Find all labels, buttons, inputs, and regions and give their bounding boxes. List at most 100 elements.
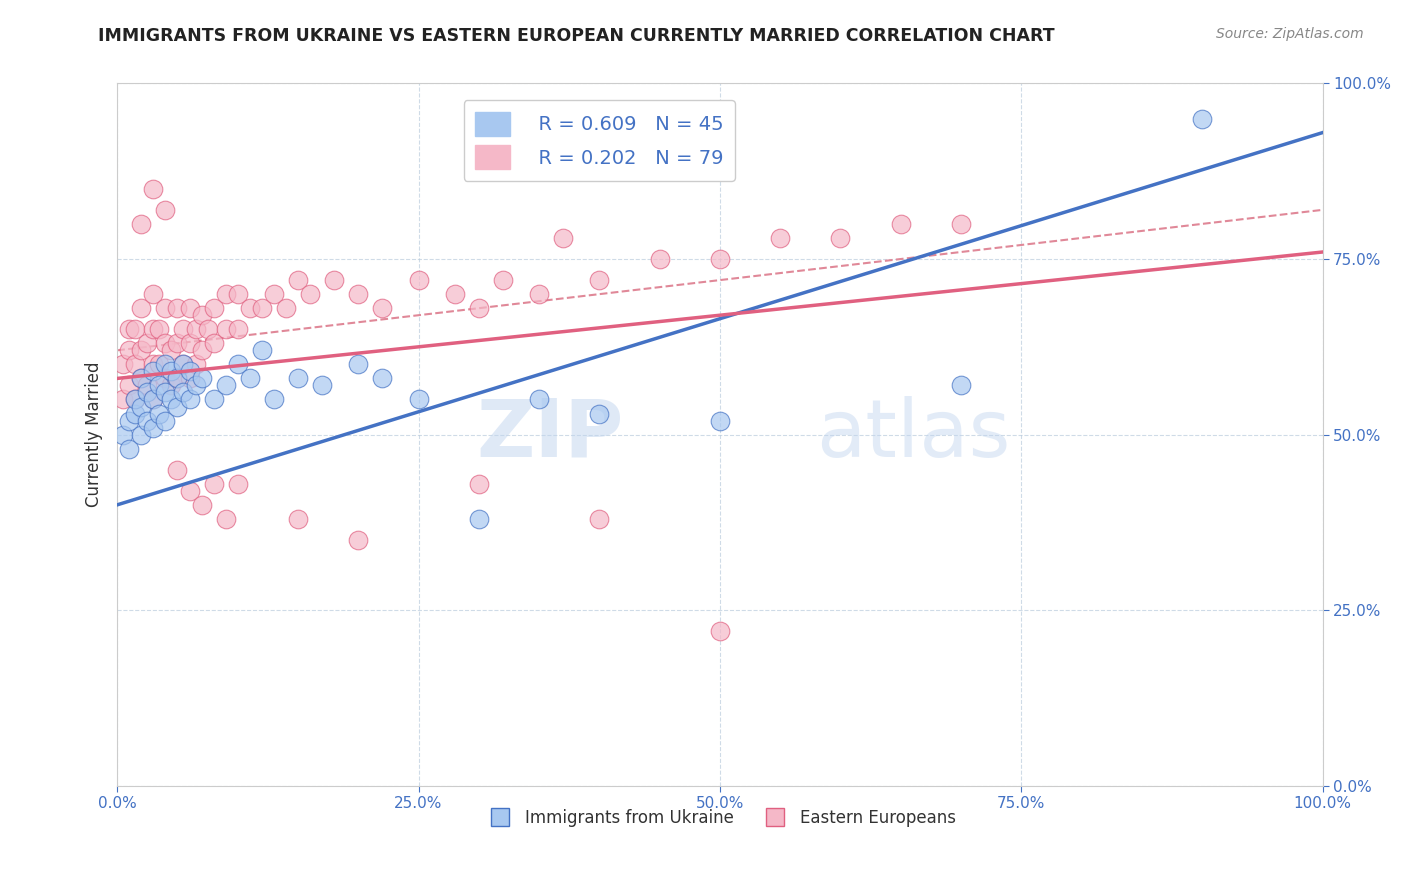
Point	[311, 378, 333, 392]
Point	[323, 273, 346, 287]
Point	[202, 336, 225, 351]
Point	[287, 273, 309, 287]
Point	[166, 371, 188, 385]
Point	[166, 371, 188, 385]
Y-axis label: Currently Married: Currently Married	[86, 362, 103, 508]
Point	[468, 301, 491, 316]
Point	[588, 512, 610, 526]
Point	[142, 322, 165, 336]
Point	[129, 301, 152, 316]
Point	[949, 378, 972, 392]
Point	[287, 512, 309, 526]
Point	[184, 357, 207, 371]
Point	[155, 202, 177, 217]
Point	[142, 364, 165, 378]
Point	[202, 476, 225, 491]
Point	[124, 392, 146, 407]
Point	[179, 483, 201, 498]
Point	[250, 301, 273, 316]
Point	[179, 371, 201, 385]
Point	[142, 357, 165, 371]
Point	[129, 371, 152, 385]
Point	[202, 301, 225, 316]
Point	[347, 287, 370, 301]
Point	[148, 322, 170, 336]
Point	[263, 392, 285, 407]
Point	[155, 357, 177, 371]
Point	[129, 217, 152, 231]
Point	[709, 413, 731, 427]
Point	[347, 357, 370, 371]
Point	[226, 322, 249, 336]
Point	[468, 476, 491, 491]
Point	[148, 407, 170, 421]
Point	[215, 322, 238, 336]
Point	[468, 512, 491, 526]
Point	[118, 413, 141, 427]
Point	[226, 287, 249, 301]
Point	[179, 301, 201, 316]
Point	[155, 336, 177, 351]
Point	[155, 413, 177, 427]
Point	[155, 385, 177, 400]
Text: atlas: atlas	[817, 396, 1011, 474]
Point	[274, 301, 297, 316]
Point	[166, 301, 188, 316]
Point	[709, 252, 731, 266]
Point	[179, 392, 201, 407]
Point	[527, 392, 550, 407]
Text: IMMIGRANTS FROM UKRAINE VS EASTERN EUROPEAN CURRENTLY MARRIED CORRELATION CHART: IMMIGRANTS FROM UKRAINE VS EASTERN EUROP…	[98, 27, 1054, 45]
Point	[443, 287, 465, 301]
Point	[190, 343, 212, 358]
Point	[142, 182, 165, 196]
Point	[136, 378, 159, 392]
Point	[184, 378, 207, 392]
Point	[166, 400, 188, 414]
Point	[215, 378, 238, 392]
Point	[263, 287, 285, 301]
Point	[226, 357, 249, 371]
Point	[129, 427, 152, 442]
Point	[142, 420, 165, 434]
Point	[129, 371, 152, 385]
Point	[173, 385, 195, 400]
Point	[160, 343, 183, 358]
Point	[197, 322, 219, 336]
Point	[371, 371, 394, 385]
Point	[239, 301, 262, 316]
Point	[124, 322, 146, 336]
Point	[347, 533, 370, 547]
Point	[190, 498, 212, 512]
Point	[142, 392, 165, 407]
Point	[830, 231, 852, 245]
Point	[129, 400, 152, 414]
Point	[184, 322, 207, 336]
Point	[118, 442, 141, 456]
Point	[173, 357, 195, 371]
Point	[155, 301, 177, 316]
Point	[160, 364, 183, 378]
Point	[112, 357, 135, 371]
Point	[112, 392, 135, 407]
Point	[949, 217, 972, 231]
Point	[155, 371, 177, 385]
Point	[1191, 112, 1213, 126]
Point	[118, 378, 141, 392]
Point	[239, 371, 262, 385]
Point	[148, 357, 170, 371]
Point	[287, 371, 309, 385]
Point	[588, 407, 610, 421]
Point	[215, 287, 238, 301]
Point	[166, 463, 188, 477]
Point	[136, 413, 159, 427]
Point	[124, 407, 146, 421]
Point	[226, 476, 249, 491]
Point	[408, 273, 430, 287]
Point	[148, 378, 170, 392]
Point	[890, 217, 912, 231]
Point	[124, 392, 146, 407]
Point	[492, 273, 515, 287]
Point	[173, 357, 195, 371]
Point	[136, 336, 159, 351]
Point	[160, 378, 183, 392]
